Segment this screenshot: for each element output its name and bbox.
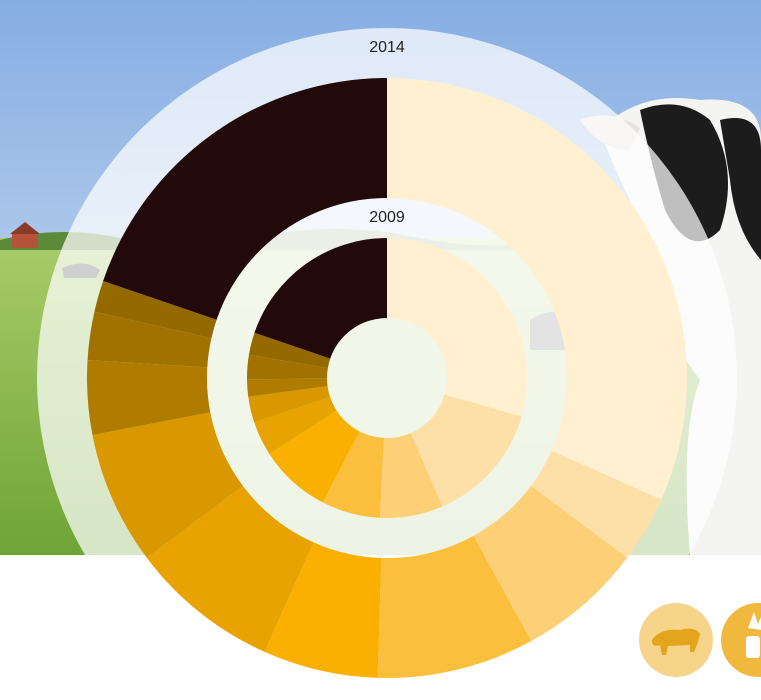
ring-segment	[322, 431, 384, 518]
ring-label-2014: 2014	[369, 39, 405, 56]
ring-segment	[246, 354, 328, 380]
ring-segment	[86, 360, 211, 436]
ring-segment	[264, 542, 382, 678]
ring-segment	[94, 281, 217, 339]
ring-segment	[377, 535, 532, 678]
ring-segment	[92, 412, 243, 558]
ring-segment	[387, 78, 688, 500]
ring-segment	[379, 433, 443, 518]
ring-segment	[248, 386, 331, 423]
rings	[86, 78, 688, 678]
ring-segment	[387, 238, 527, 417]
ring-segment	[254, 238, 387, 359]
ring-segment	[410, 394, 522, 507]
ring-segment	[269, 410, 360, 503]
icon-buffalo[interactable]	[639, 603, 713, 677]
ring-segment	[254, 397, 337, 454]
ring-segment	[103, 78, 387, 320]
ring-segment	[247, 378, 328, 397]
ring-segment	[248, 332, 331, 369]
ring-segment	[531, 450, 662, 558]
ring-label-2009: 2009	[369, 209, 405, 226]
ring-segment	[87, 311, 212, 368]
ring-segment	[146, 485, 314, 652]
icon-dairy[interactable]	[721, 603, 761, 677]
ring-segment	[473, 485, 628, 642]
